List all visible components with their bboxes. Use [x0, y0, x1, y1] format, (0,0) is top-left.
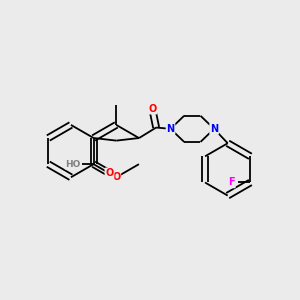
Text: N: N — [167, 124, 175, 134]
Text: O: O — [105, 168, 114, 178]
Text: N: N — [210, 124, 218, 134]
Text: O: O — [148, 104, 156, 114]
Text: F: F — [228, 178, 235, 188]
Text: HO: HO — [65, 160, 81, 169]
Text: O: O — [112, 172, 120, 182]
